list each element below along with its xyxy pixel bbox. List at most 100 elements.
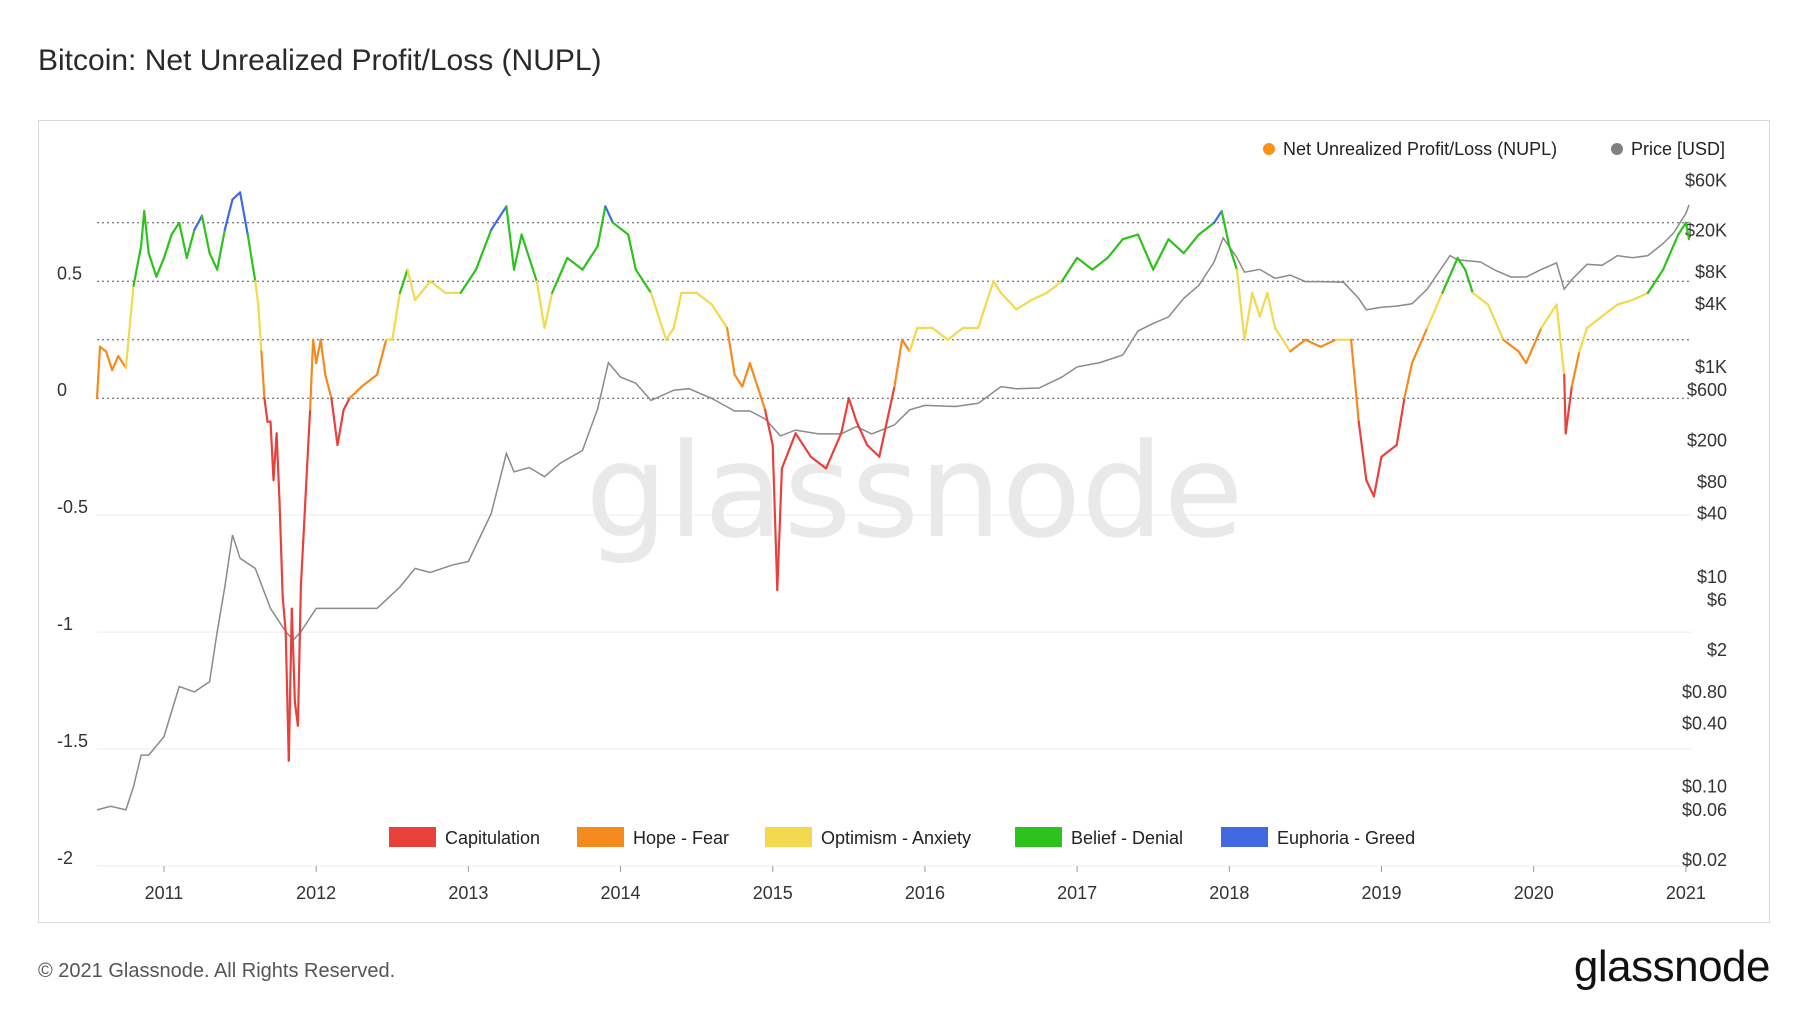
nupl-segment xyxy=(260,350,266,400)
nupl-segment xyxy=(1555,303,1566,376)
nupl-segment xyxy=(1661,233,1680,271)
x-tick-label: 2017 xyxy=(1057,883,1097,903)
nupl-segment xyxy=(1684,221,1691,241)
legend-zone-label: Capitulation xyxy=(445,828,540,848)
nupl-segment xyxy=(1441,256,1459,294)
nupl-segment xyxy=(543,291,554,330)
watermark: glassnode xyxy=(585,415,1243,567)
nupl-segment xyxy=(999,291,1018,311)
nupl-segment xyxy=(178,221,188,259)
nupl-segment xyxy=(809,455,828,470)
nupl-segment xyxy=(1212,209,1223,224)
nupl-segment xyxy=(1524,326,1543,365)
nupl-segment xyxy=(302,467,309,528)
nupl-segment xyxy=(132,245,143,287)
nupl-segment xyxy=(931,326,949,341)
nupl-segment xyxy=(1616,298,1634,306)
nupl-segment xyxy=(299,525,306,587)
y-right-tick-label: $0.10 xyxy=(1682,777,1727,797)
nupl-segment xyxy=(1403,362,1414,400)
nupl-segment xyxy=(1228,245,1239,271)
nupl-segment xyxy=(239,191,249,236)
nupl-segment xyxy=(1395,397,1406,447)
y-right-tick-label: $40 xyxy=(1697,504,1727,524)
y-right-tick-label: $4K xyxy=(1695,294,1727,314)
nupl-segment xyxy=(375,338,388,376)
legend-zone-swatch xyxy=(389,827,436,847)
nupl-segment xyxy=(147,252,158,278)
nupl-segment xyxy=(611,221,630,236)
nupl-segment xyxy=(1266,291,1277,330)
y-right-tick-label: $0.02 xyxy=(1682,850,1727,870)
nupl-segment xyxy=(771,443,779,592)
nupl-segment xyxy=(824,432,843,470)
nupl-segment xyxy=(459,268,478,294)
nupl-segment xyxy=(992,280,1003,294)
nupl-segment xyxy=(1167,238,1185,255)
nupl-segment xyxy=(505,205,516,271)
nupl-segment xyxy=(855,420,869,447)
nupl-segment xyxy=(1258,291,1269,318)
nupl-segment xyxy=(1578,326,1589,353)
y-left-tick-label: -1 xyxy=(57,614,73,634)
x-tick-label: 2019 xyxy=(1361,883,1401,903)
x-tick-label: 2021 xyxy=(1666,883,1706,903)
nupl-segment xyxy=(1243,291,1254,341)
nupl-segment xyxy=(281,595,287,634)
y-left-tick-label: -2 xyxy=(57,848,73,868)
nupl-segment xyxy=(257,303,263,353)
nupl-segment xyxy=(1273,326,1292,353)
copyright: © 2021 Glassnode. All Rights Reserved. xyxy=(38,960,396,982)
y-left-tick-label: 0 xyxy=(57,380,67,400)
nupl-segment xyxy=(319,338,327,376)
y-right-tick-label: $0.06 xyxy=(1682,800,1727,820)
nupl-segment xyxy=(908,326,919,353)
nupl-segment xyxy=(278,502,284,599)
nupl-segment xyxy=(520,233,538,283)
nupl-segment xyxy=(406,268,417,302)
nupl-segment xyxy=(111,355,120,372)
y-right-tick-label: $200 xyxy=(1687,430,1727,450)
nupl-segment xyxy=(414,280,432,302)
x-tick-label: 2015 xyxy=(753,883,793,903)
nupl-segment xyxy=(672,291,683,330)
y-right-tick-label: $80 xyxy=(1697,472,1727,492)
nupl-segment xyxy=(794,432,812,458)
nupl-segment xyxy=(1486,303,1505,341)
nupl-segment xyxy=(1075,256,1094,271)
nupl-chart: glassnode 0.5 0 -0.5 -1 -1.5 -2 $60K $20K $8K $4K $… xyxy=(57,139,1727,903)
nupl-segment xyxy=(865,443,881,458)
y-right-tick-label: $10 xyxy=(1697,567,1727,587)
nupl-segment xyxy=(1502,338,1520,353)
nupl-segment xyxy=(627,233,637,271)
nupl-segment xyxy=(429,280,447,294)
x-tick-label: 2013 xyxy=(448,883,488,903)
nupl-segment xyxy=(1372,455,1383,498)
nupl-segment xyxy=(581,245,599,271)
nupl-segment xyxy=(1563,373,1567,435)
nupl-segment xyxy=(566,256,584,271)
nupl-segment xyxy=(1349,338,1360,423)
nupl-segment xyxy=(1015,298,1033,311)
x-tick-label: 2014 xyxy=(601,883,641,903)
nupl-segment xyxy=(1677,221,1688,236)
legend-zone-label: Optimism - Anxiety xyxy=(821,828,971,848)
legend-price-label: Price [USD] xyxy=(1631,139,1725,159)
y-left-tick-label: -0.5 xyxy=(57,497,88,517)
nupl-segment xyxy=(1517,350,1528,365)
nupl-segment xyxy=(1197,221,1216,236)
nupl-segment xyxy=(763,408,774,447)
nupl-segment xyxy=(254,280,260,306)
legend-price-dot xyxy=(1611,143,1623,155)
nupl-segment xyxy=(604,205,615,224)
nupl-segment xyxy=(391,291,401,341)
y-right-tick-label: $20K xyxy=(1685,220,1727,240)
nupl-segment xyxy=(296,584,302,727)
nupl-segment xyxy=(596,205,607,248)
nupl-segment xyxy=(208,252,219,271)
legend-zone-swatch xyxy=(1221,827,1268,847)
nupl-segment xyxy=(312,338,318,365)
nupl-segment xyxy=(246,233,257,283)
nupl-segment xyxy=(1060,256,1079,283)
nupl-segment xyxy=(900,338,911,353)
